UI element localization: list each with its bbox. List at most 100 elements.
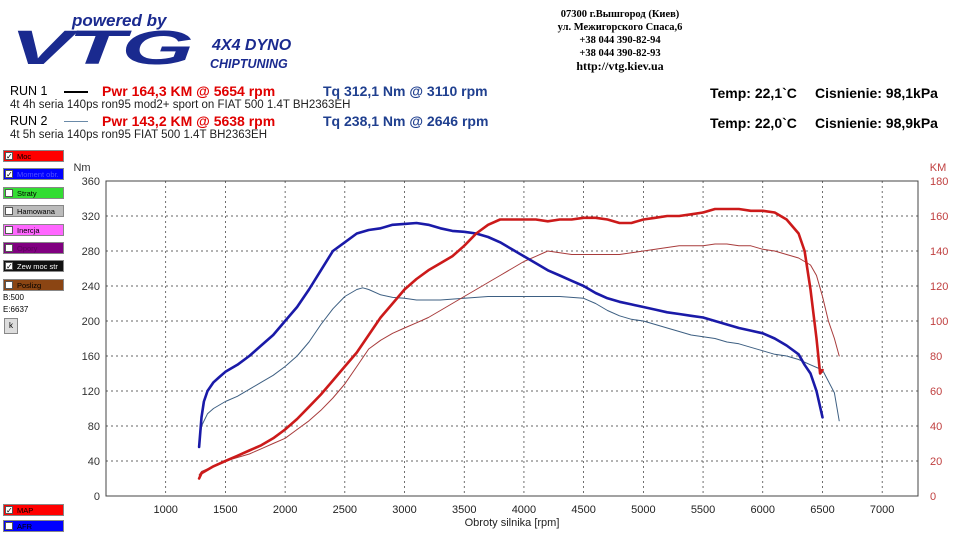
chart-grid xyxy=(105,180,919,497)
curve-checkbox-4[interactable]: Inercja xyxy=(3,223,64,236)
plot-frame xyxy=(105,180,919,497)
address-line: +38 044 390-82-94 xyxy=(579,35,661,46)
y-right-tick-label: 80 xyxy=(930,351,942,363)
address-line: ул. Межигорского Спаса,6 xyxy=(557,22,683,33)
checkbox-box[interactable]: ✓ xyxy=(5,506,13,515)
y-left-tick-label: 80 xyxy=(88,421,100,433)
series-line-0 xyxy=(197,221,824,449)
x-axis-label: Obroty silnika [rpm] xyxy=(465,517,560,529)
y-left-tick-label: 280 xyxy=(82,246,100,258)
run2-power: Pwr 143,2 KM @ 5638 rpm xyxy=(102,113,276,129)
x-tick-label: 2000 xyxy=(273,504,297,516)
run2-description: 4t 5h seria 140ps ron95 FIAT 500 1.4T BH… xyxy=(10,129,267,141)
map-checkbox-0[interactable]: ✓ MAP xyxy=(3,504,64,516)
x-tick-label: 5500 xyxy=(691,504,715,516)
checkbox-box[interactable] xyxy=(5,280,13,289)
y-left-tick-label: 200 xyxy=(82,316,100,328)
y-right-tick-label: 180 xyxy=(930,176,948,188)
y-right-tick-label: 140 xyxy=(930,246,948,258)
y-left-tick-label: 160 xyxy=(82,351,100,363)
y-left-tick-label: 360 xyxy=(82,176,100,188)
series-line-1 xyxy=(197,207,824,480)
checkbox-label: Zew moc str xyxy=(17,262,58,272)
chart-curves xyxy=(197,207,840,480)
x-tick-label: 6500 xyxy=(810,504,834,516)
x-tick-label: 4000 xyxy=(512,504,536,516)
y-right-tick-label: 20 xyxy=(930,456,942,468)
checkbox-box[interactable]: ✓ xyxy=(5,262,13,272)
run1-power: Pwr 164,3 KM @ 5654 rpm xyxy=(102,83,276,99)
curve-checkbox-5[interactable]: Opory xyxy=(3,242,64,254)
y-left-tick-label: 0 xyxy=(94,491,100,503)
b-value: B:500 xyxy=(3,293,24,302)
x-tick-label: 1500 xyxy=(213,504,237,516)
run2-legend-line xyxy=(64,121,88,122)
chart-axes: 1000 1500 2000 2500 3000 3500 4000 4500 5000 5500… xyxy=(73,162,948,529)
run2-temperature: Temp: 22,0`C xyxy=(710,115,797,131)
x-tick-label: 1000 xyxy=(153,504,177,516)
y-right-tick-label: 160 xyxy=(930,211,948,223)
checkbox-box[interactable] xyxy=(5,207,13,216)
x-tick-label: 3500 xyxy=(452,504,476,516)
logo-line1: 4X4 DYNO xyxy=(211,37,292,54)
checkbox-label: Poslizg xyxy=(17,280,42,290)
y-left-tick-label: 120 xyxy=(82,386,100,398)
run2-torque: Tq 238,1 Nm @ 2646 rpm xyxy=(323,113,489,129)
run2-label: RUN 2 xyxy=(10,114,48,128)
curve-checkbox-0[interactable]: ✓ Moc xyxy=(3,150,64,162)
y-left-axis-label: Nm xyxy=(73,162,90,174)
y-right-axis-label: KM xyxy=(930,162,947,174)
curve-checkbox-6[interactable]: ✓ Zew moc str xyxy=(3,260,64,273)
vtg-logo: powered by VTG 4X4 DYNO CHIPTUNING xyxy=(10,11,292,70)
logo-brand: VTG xyxy=(10,22,191,70)
checkbox-label: MAP xyxy=(17,506,34,515)
checkbox-box[interactable] xyxy=(5,244,13,252)
y-left-tick-label: 40 xyxy=(88,456,100,468)
run1-legend-line xyxy=(64,91,88,93)
run1-description: 4t 4h seria 140ps ron95 mod2+ sport on F… xyxy=(10,99,351,111)
address-url: http://vtg.kiev.ua xyxy=(576,59,664,73)
curve-checkbox-1[interactable]: ✓ Moment obr. xyxy=(3,168,64,181)
checkbox-box[interactable] xyxy=(5,522,13,530)
x-tick-label: 3000 xyxy=(392,504,416,516)
checkbox-label: AFR xyxy=(17,522,32,531)
run1-label: RUN 1 xyxy=(10,84,48,98)
x-tick-label: 4500 xyxy=(571,504,595,516)
checkbox-label: Hamowana xyxy=(17,207,55,217)
curve-checkbox-2[interactable]: Straty xyxy=(3,186,64,199)
y-right-tick-label: 40 xyxy=(930,421,942,433)
curve-checkbox-3[interactable]: Hamowana xyxy=(3,205,64,218)
run2-pressure: Cisnienie: 98,9kPa xyxy=(815,115,938,131)
checkbox-label: Straty xyxy=(17,188,37,198)
logo-line2: CHIPTUNING xyxy=(210,57,288,70)
y-right-tick-label: 120 xyxy=(930,281,948,293)
checkbox-label: Inercja xyxy=(17,225,40,235)
checkbox-label: Moment obr. xyxy=(17,170,59,180)
x-tick-label: 5000 xyxy=(631,504,655,516)
curve-checkbox-7[interactable]: Poslizg xyxy=(3,278,64,291)
checkbox-label: Opory xyxy=(17,244,38,253)
checkbox-box[interactable] xyxy=(5,225,13,234)
series-line-3 xyxy=(198,243,840,476)
address-line: 07300 г.Вышгород (Киев) xyxy=(560,9,680,20)
run1-temperature: Temp: 22,1`C xyxy=(710,85,797,101)
logo-tagline: powered by xyxy=(71,11,168,30)
x-tick-label: 7000 xyxy=(870,504,894,516)
map-checkbox-1[interactable]: AFR xyxy=(3,520,64,532)
e-value: E:6637 xyxy=(3,305,29,314)
checkbox-box[interactable]: ✓ xyxy=(5,170,13,180)
y-left-tick-label: 320 xyxy=(82,211,100,223)
run1-torque: Tq 312,1 Nm @ 3110 rpm xyxy=(323,83,488,99)
y-right-tick-label: 100 xyxy=(930,316,948,328)
address-line: +38 044 390-82-93 xyxy=(579,48,661,59)
run1-pressure: Cisnienie: 98,1kPa xyxy=(815,85,938,101)
checkbox-box[interactable] xyxy=(5,188,13,197)
checkbox-box[interactable]: ✓ xyxy=(5,152,13,161)
dealer-address: 07300 г.Вышгород (Киев) ул. Межигорского… xyxy=(520,8,720,73)
x-tick-label: 2500 xyxy=(333,504,357,516)
y-right-tick-label: 0 xyxy=(930,491,936,503)
y-left-tick-label: 240 xyxy=(82,281,100,293)
y-right-tick-label: 60 xyxy=(930,386,942,398)
k-button[interactable]: k xyxy=(4,318,18,334)
